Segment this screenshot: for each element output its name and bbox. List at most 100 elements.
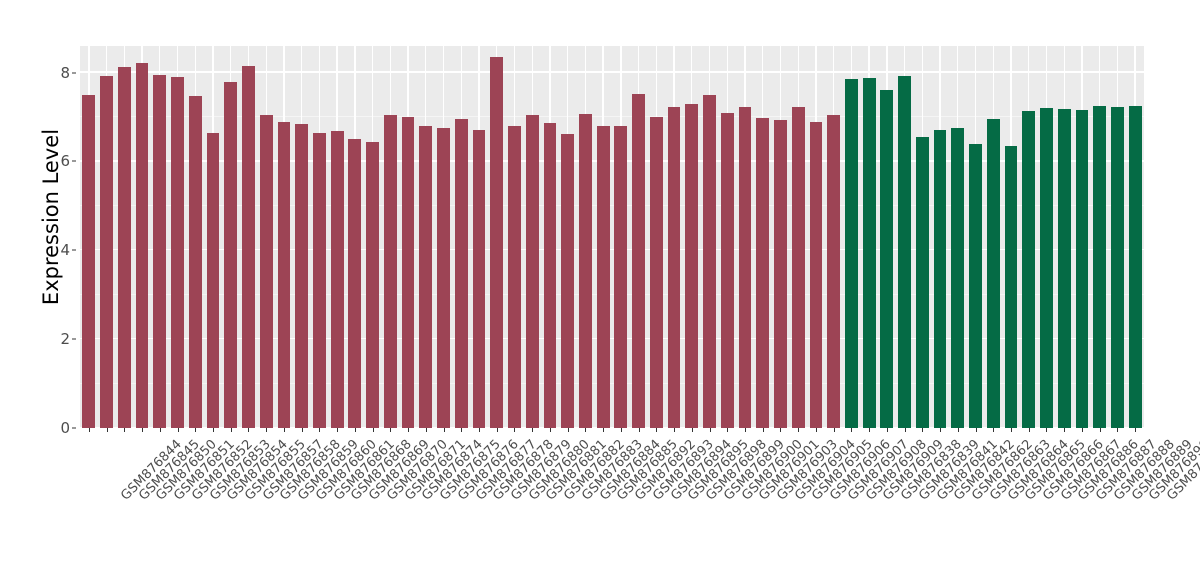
x-tick-mark <box>993 428 995 432</box>
x-tick-mark <box>851 428 853 432</box>
x-tick-mark <box>549 428 551 432</box>
x-tick-mark <box>745 428 746 432</box>
bar <box>667 107 681 428</box>
x-tick-mark <box>709 428 711 432</box>
x-tick-mark <box>372 428 374 432</box>
plot-panel <box>80 46 1144 428</box>
x-tick-mark <box>283 428 285 432</box>
x-tick-mark <box>532 428 534 432</box>
bar <box>1004 146 1018 428</box>
y-axis-tick-labels: 0 2 4 6 8 <box>42 46 76 437</box>
x-tick-mark <box>1028 428 1030 432</box>
bar <box>135 63 149 428</box>
gridline-minor-horizontal <box>80 382 1144 384</box>
x-tick-mark <box>514 428 516 432</box>
y-tick-mark <box>72 427 76 429</box>
y-tick-mark <box>72 160 76 162</box>
bar <box>738 106 752 428</box>
x-tick-mark <box>656 428 658 432</box>
x-tick-mark <box>177 428 179 432</box>
bar <box>685 104 699 428</box>
bar <box>419 125 433 428</box>
x-tick-mark <box>408 428 410 432</box>
x-tick-mark <box>869 428 871 432</box>
bar <box>153 74 167 428</box>
y-tick-label: 2 <box>60 330 70 349</box>
gridline-major-horizontal <box>80 426 1144 428</box>
bar <box>1022 110 1036 428</box>
gridline-major-horizontal <box>80 337 1144 340</box>
bar <box>1128 105 1142 428</box>
x-axis-tick-marks <box>80 428 1144 433</box>
bar <box>242 66 255 428</box>
x-tick-mark <box>1011 428 1012 432</box>
x-tick-mark <box>780 428 782 432</box>
bar <box>82 94 96 428</box>
y-tick-label: 0 <box>60 419 70 437</box>
x-tick-mark <box>461 428 463 432</box>
gridline-minor-horizontal <box>80 205 1144 206</box>
bar <box>774 120 787 428</box>
x-tick-mark <box>124 428 126 432</box>
bar <box>1040 108 1053 428</box>
x-tick-mark <box>975 428 977 432</box>
x-tick-mark <box>567 428 569 432</box>
x-tick-mark <box>957 428 959 432</box>
x-tick-mark <box>815 428 817 432</box>
bar <box>561 134 575 428</box>
x-tick-mark <box>319 428 321 432</box>
bar <box>277 121 291 428</box>
x-axis-tick-labels: GSM876844 GSM876845 GSM876850 GSM876851 GSM8… <box>80 433 1200 573</box>
bar <box>348 139 362 428</box>
gridline-major-horizontal <box>80 248 1144 251</box>
x-tick-mark <box>585 428 587 432</box>
bar <box>330 131 344 428</box>
y-tick-mark <box>72 338 76 340</box>
gridline-minor-horizontal <box>80 116 1144 118</box>
x-tick-mark <box>922 428 924 432</box>
bar <box>632 93 645 428</box>
bar <box>525 114 539 428</box>
bar <box>1093 105 1107 428</box>
x-tick-mark <box>354 428 356 432</box>
bar <box>1057 109 1071 428</box>
gridline-major-horizontal <box>80 160 1144 162</box>
bar <box>579 113 592 428</box>
x-tick-mark <box>195 428 197 432</box>
bar <box>543 123 557 428</box>
x-tick-mark <box>762 428 764 432</box>
x-tick-mark <box>886 428 888 432</box>
bar <box>366 141 379 428</box>
x-tick-mark <box>1081 428 1083 432</box>
gridline-major-horizontal <box>80 71 1144 73</box>
x-tick-mark <box>1099 428 1101 432</box>
bar <box>898 75 911 428</box>
bar <box>827 115 841 428</box>
bar <box>490 56 504 428</box>
bar <box>401 117 415 428</box>
x-tick-mark <box>1064 428 1066 432</box>
bar <box>206 133 220 428</box>
bar <box>1075 109 1089 428</box>
x-tick-mark <box>301 428 303 432</box>
y-tick-label: 8 <box>60 63 70 82</box>
bar <box>703 94 716 428</box>
x-tick-mark <box>620 428 622 432</box>
x-tick-mark <box>479 428 480 432</box>
bar <box>720 113 734 428</box>
x-tick-mark <box>833 428 835 432</box>
bar <box>915 137 929 428</box>
bar <box>756 117 770 428</box>
x-tick-mark <box>142 428 144 432</box>
bar <box>171 77 184 428</box>
x-tick-mark <box>904 428 906 432</box>
x-tick-mark <box>1117 428 1119 432</box>
x-tick-mark <box>443 428 445 432</box>
x-tick-mark <box>230 428 232 432</box>
bar <box>880 90 894 428</box>
bar <box>259 114 273 428</box>
x-tick-mark <box>727 428 729 432</box>
x-tick-mark <box>425 428 427 432</box>
x-tick-mark <box>88 428 90 432</box>
x-tick-mark <box>798 428 800 432</box>
